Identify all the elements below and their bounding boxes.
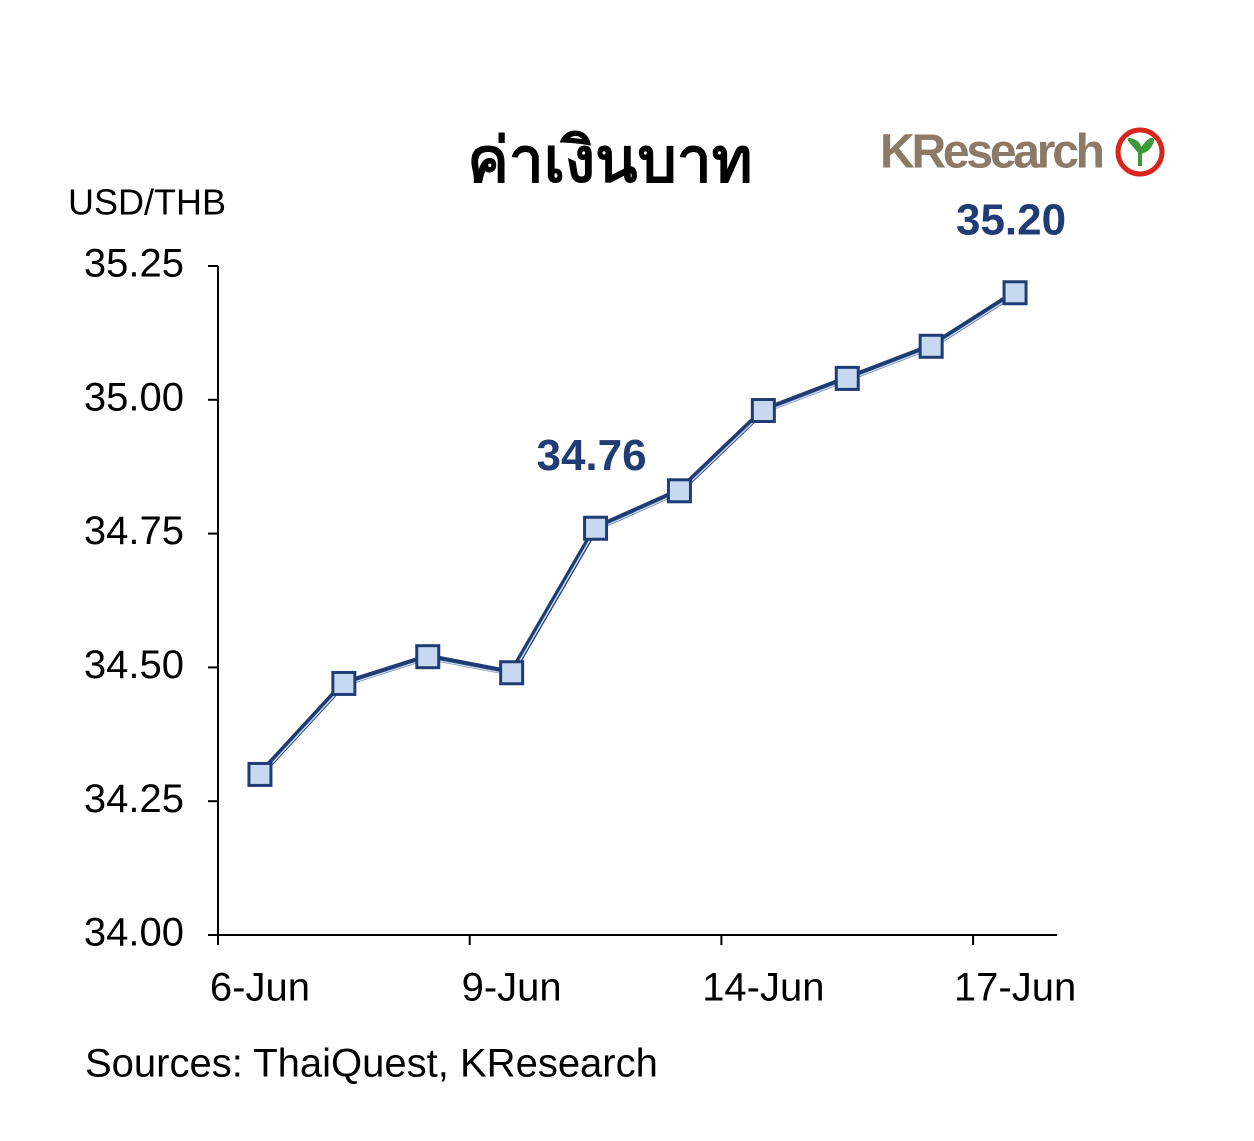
data-label: 34.76 [536,431,646,480]
y-tick-label: 34.00 [84,911,184,955]
marker [750,398,776,424]
marker [1002,280,1028,306]
marker [499,660,525,686]
x-tick-label: 14-Jun [702,966,824,1010]
marker [331,670,357,696]
marker [247,761,273,787]
logo-text: KResearch [880,126,1105,179]
marker [415,644,441,670]
source: Sources: ThaiQuest, KResearch [85,1042,658,1086]
y-axis-label: USD/THB [68,182,226,223]
line [257,290,1017,777]
marker [834,365,860,391]
y-tick-label: 34.25 [84,777,184,821]
x-tick-label: 17-Jun [954,966,1076,1010]
logo: KResearch [880,126,1165,179]
x-tick-label: 6-Jun [210,966,310,1010]
data-label: 35.20 [956,195,1066,244]
x-tick-label: 9-Jun [462,966,562,1010]
y-tick-label: 35.00 [84,375,184,419]
y-tick-label: 34.50 [84,643,184,687]
logo-leaf [1127,137,1155,166]
marker [583,515,609,541]
marker [918,333,944,359]
line-highlight [259,294,1016,777]
y-tick-label: 34.75 [84,509,184,553]
chart-title: ค่าเงินบาท [467,126,752,195]
marker [666,478,692,504]
y-tick-label: 35.25 [84,242,184,286]
